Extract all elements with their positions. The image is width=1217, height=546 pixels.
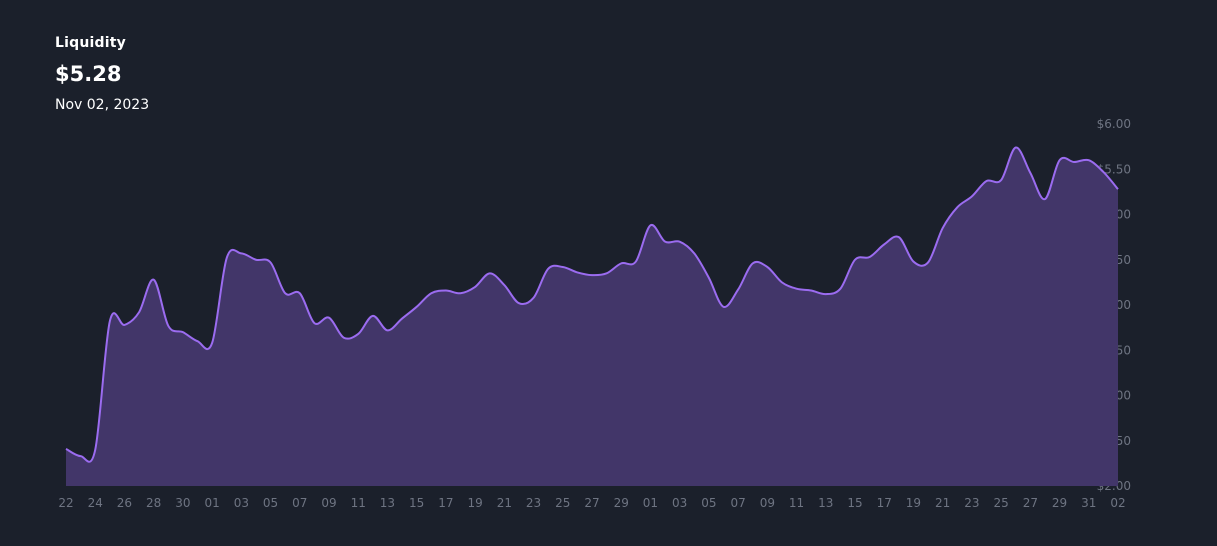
x-tick-label: 21: [935, 496, 950, 510]
metric-date: Nov 02, 2023: [55, 97, 150, 113]
x-tick-label: 23: [964, 496, 979, 510]
y-tick-label: $6.00: [1097, 117, 1131, 131]
x-tick-label: 07: [730, 496, 745, 510]
x-tick-label: 28: [146, 496, 161, 510]
x-tick-label: 22: [58, 496, 73, 510]
x-tick-label: 27: [584, 496, 599, 510]
x-tick-label: 01: [643, 496, 658, 510]
x-tick-label: 29: [614, 496, 629, 510]
x-tick-label: 13: [380, 496, 395, 510]
metric-label: Liquidity: [55, 35, 126, 51]
x-tick-label: 19: [906, 496, 921, 510]
x-axis: 22 24 26 28 30 01 03 05 07 09 11 13 15 17 19 21 23 25 27 29…: [58, 496, 1125, 510]
x-tick-label: 11: [351, 496, 366, 510]
x-tick-label: 03: [672, 496, 687, 510]
x-tick-label: 05: [263, 496, 278, 510]
x-tick-label: 15: [847, 496, 862, 510]
area-fill: [66, 147, 1118, 487]
x-tick-label: 05: [701, 496, 716, 510]
x-tick-label: 26: [117, 496, 132, 510]
x-tick-label: 17: [438, 496, 453, 510]
x-tick-label: 29: [1052, 496, 1067, 510]
x-tick-label: 25: [555, 496, 570, 510]
series-line: [65, 146, 1119, 463]
x-tick-label: 31: [1081, 496, 1096, 510]
x-tick-label: 17: [877, 496, 892, 510]
x-tick-label: 01: [204, 496, 219, 510]
x-tick-label: 27: [1023, 496, 1038, 510]
x-tick-label: 11: [789, 496, 804, 510]
x-tick-label: 25: [993, 496, 1008, 510]
x-tick-label: 30: [175, 496, 190, 510]
x-tick-label: 15: [409, 496, 424, 510]
x-tick-label: 03: [234, 496, 249, 510]
x-tick-label: 09: [321, 496, 336, 510]
x-tick-label: 21: [497, 496, 512, 510]
x-tick-label: 09: [760, 496, 775, 510]
x-tick-label: 19: [467, 496, 482, 510]
x-tick-label: 07: [292, 496, 307, 510]
x-tick-label: 24: [88, 496, 103, 510]
x-tick-label: 02: [1110, 496, 1125, 510]
chart-header: Liquidity $5.28 Nov 02, 2023: [55, 34, 149, 113]
x-tick-label: 13: [818, 496, 833, 510]
metric-value: $5.28: [55, 62, 122, 86]
x-tick-label: 23: [526, 496, 541, 510]
